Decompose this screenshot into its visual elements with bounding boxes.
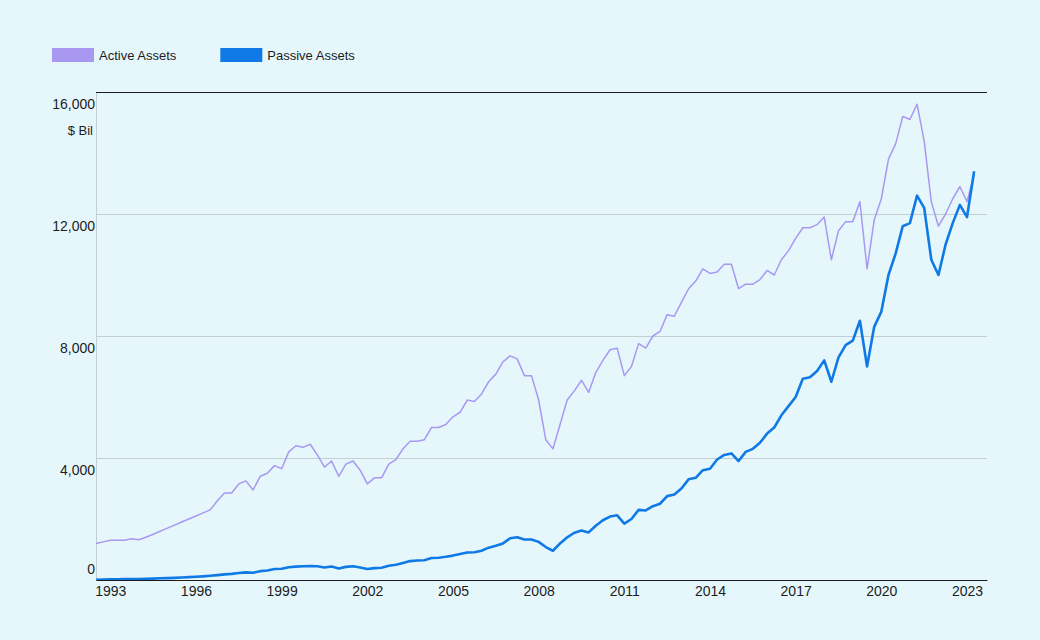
x-tick-label: 1993	[95, 583, 126, 599]
y-tick-label: 12,000	[52, 218, 95, 234]
legend-item: Active Assets	[52, 48, 177, 63]
series-line	[96, 104, 974, 543]
x-tick-label: 2020	[866, 583, 897, 599]
x-tick: 1993	[95, 580, 126, 599]
y-tick-label: 4,000	[60, 462, 95, 478]
grid-line	[96, 580, 987, 581]
x-tick-label: 1996	[181, 583, 212, 599]
x-tick: 2011	[610, 580, 640, 599]
x-tick-label: 1999	[267, 583, 298, 599]
grid-line	[96, 458, 987, 459]
legend-item: Passive Assets	[220, 48, 355, 63]
x-tick-label: 2008	[524, 583, 555, 599]
legend-swatch	[220, 48, 262, 62]
x-axis-line	[97, 580, 988, 581]
x-tick: 2005	[438, 580, 469, 599]
chart: 0 4,000 8,000 12,000 16,000 $ Bil 1993 1996 1999…	[0, 0, 1040, 640]
x-tick-label: 2014	[695, 583, 726, 599]
x-tick: 1996	[181, 580, 212, 599]
grid-line	[96, 214, 987, 215]
legend-label: Passive Assets	[267, 48, 355, 63]
grid-line	[96, 92, 987, 93]
x-axis: 1993 1996 1999 2002 2005 2008 2011 2014 2017 2020…	[95, 580, 987, 599]
y-tick-label: 8,000	[60, 340, 95, 356]
y-tick: 0	[87, 561, 987, 580]
x-tick-label: 2005	[438, 583, 469, 599]
x-tick: 2014	[695, 580, 726, 599]
y-tick: 8,000	[60, 337, 987, 356]
y-tick: 12,000	[52, 215, 987, 234]
legend-label: Active Assets	[99, 48, 177, 63]
plot-area	[96, 104, 974, 579]
x-tick: 1999	[267, 580, 298, 599]
x-tick-label: 2011	[610, 583, 640, 599]
x-tick: 2017	[781, 580, 812, 599]
x-tick-label: 2023	[952, 583, 983, 599]
legend-swatch	[52, 48, 94, 62]
x-tick-label: 2017	[781, 583, 812, 599]
y-axis: 0 4,000 8,000 12,000 16,000	[52, 93, 987, 581]
legend: Active Assets Passive Assets	[52, 48, 355, 63]
y-axis-title: $ Bil	[68, 123, 93, 138]
y-tick: 16,000	[52, 93, 987, 112]
x-tick: 2008	[524, 580, 555, 599]
series-line	[96, 171, 974, 579]
y-tick-label: 0	[87, 561, 95, 577]
x-tick: 2023	[952, 580, 983, 599]
x-tick: 2020	[866, 580, 897, 599]
x-tick-label: 2002	[352, 583, 383, 599]
y-tick-label: 16,000	[52, 96, 95, 112]
y-tick: 4,000	[60, 459, 987, 478]
x-tick: 2002	[352, 580, 383, 599]
